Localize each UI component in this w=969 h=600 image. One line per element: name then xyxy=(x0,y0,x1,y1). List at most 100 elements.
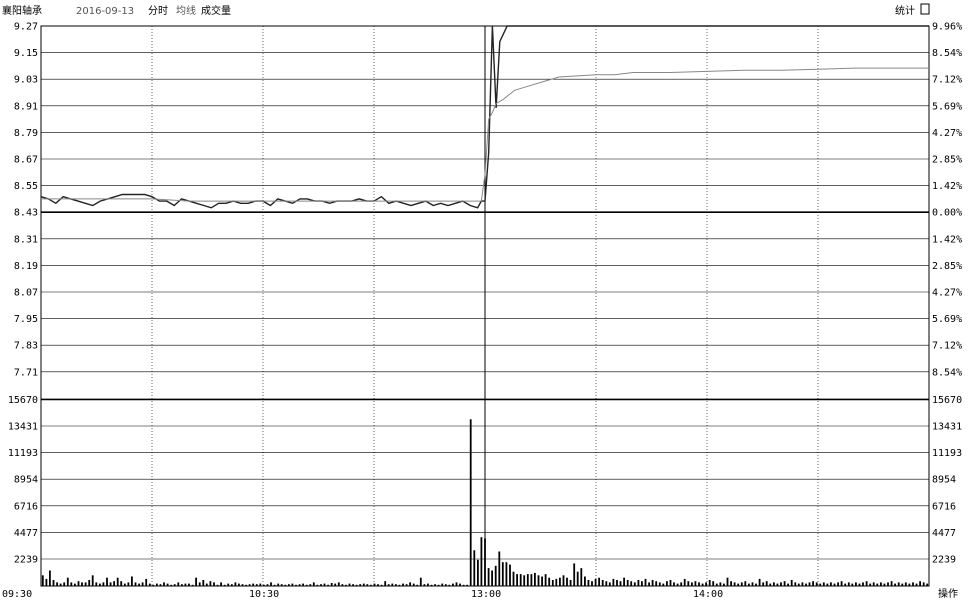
price-tick-label: 8.31 xyxy=(14,234,38,245)
action-button[interactable]: 操作 xyxy=(938,587,958,600)
price-tick-label: 8.43 xyxy=(14,208,38,219)
volume-bar xyxy=(594,578,597,586)
volume-tick-label-right: 8954 xyxy=(932,475,956,486)
volume-bar xyxy=(794,582,797,586)
header-avg-toggle[interactable]: 均线 xyxy=(176,4,196,17)
volume-bar xyxy=(501,562,504,586)
volume-bar xyxy=(865,581,868,586)
volume-bar xyxy=(758,578,761,586)
volume-bar xyxy=(387,584,390,586)
volume-bar xyxy=(666,581,668,586)
volume-bar xyxy=(452,583,454,586)
volume-bar xyxy=(822,582,825,586)
volume-bar xyxy=(616,580,618,586)
volume-bar xyxy=(534,572,536,586)
volume-bar xyxy=(519,574,522,586)
volume-bar xyxy=(904,582,907,586)
volume-bar xyxy=(883,583,886,586)
stats-button[interactable]: 统计 xyxy=(895,4,915,17)
volume-bar xyxy=(901,583,904,586)
volume-bar xyxy=(444,584,447,586)
price-tick-label: 8.07 xyxy=(14,288,38,299)
volume-bar xyxy=(726,577,729,586)
volume-tick-label: 11193 xyxy=(8,448,38,459)
volume-bar xyxy=(52,580,55,586)
volume-bar xyxy=(391,583,394,586)
volume-bar xyxy=(762,582,765,586)
percent-tick-label: 5.69% xyxy=(932,101,962,112)
volume-bar xyxy=(740,582,743,586)
percent-tick-label: 1.42% xyxy=(932,181,962,192)
volume-bar xyxy=(605,581,608,586)
volume-bar xyxy=(216,584,219,586)
volume-bar xyxy=(469,419,472,586)
volume-bar xyxy=(776,583,779,586)
volume-bar xyxy=(708,580,711,586)
volume-bar xyxy=(562,575,565,586)
volume-bar xyxy=(84,582,87,586)
volume-bar xyxy=(99,583,101,586)
volume-bar xyxy=(423,584,426,586)
volume-bar xyxy=(769,583,772,586)
volume-bar xyxy=(719,582,722,586)
volume-bar xyxy=(223,584,226,586)
percent-tick-label: 1.42% xyxy=(932,234,962,245)
volume-bar xyxy=(441,583,444,586)
time-tick-label: 14:00 xyxy=(693,589,723,600)
volume-bar xyxy=(680,582,683,586)
price-tick-label: 8.19 xyxy=(14,261,38,272)
volume-bar xyxy=(516,574,518,586)
volume-bar xyxy=(815,582,818,586)
volume-bar xyxy=(858,583,861,586)
volume-bar xyxy=(544,574,547,586)
volume-bar xyxy=(584,576,586,586)
volume-plot xyxy=(41,419,929,586)
volume-bar xyxy=(295,584,297,586)
volume-bar xyxy=(580,568,583,586)
volume-bar xyxy=(384,581,387,586)
volume-bar xyxy=(395,584,397,586)
volume-bar xyxy=(138,583,140,586)
stats-window-icon[interactable] xyxy=(920,3,930,15)
volume-bar xyxy=(152,584,155,586)
volume-bar xyxy=(273,584,276,586)
percent-tick-label: 5.69% xyxy=(932,314,962,325)
volume-bar xyxy=(88,580,91,586)
volume-bar xyxy=(715,583,718,586)
volume-bar xyxy=(409,582,411,586)
volume-bar xyxy=(245,584,247,586)
volume-bar xyxy=(637,580,640,586)
volume-bar xyxy=(366,584,369,586)
volume-bar xyxy=(601,580,604,586)
volume-bar xyxy=(523,575,526,586)
volume-bar xyxy=(148,583,151,586)
volume-bar xyxy=(676,583,679,586)
volume-bar xyxy=(833,583,836,586)
volume-bar xyxy=(912,582,914,586)
volume-bar xyxy=(908,583,911,586)
price-plot xyxy=(40,25,929,209)
volume-bar xyxy=(170,584,173,586)
volume-bar xyxy=(530,574,533,586)
volume-bar xyxy=(45,578,48,586)
volume-bar xyxy=(284,584,287,586)
volume-bar xyxy=(145,578,148,586)
volume-bar xyxy=(434,584,436,586)
volume-bar xyxy=(872,582,875,586)
volume-bar xyxy=(49,570,51,586)
volume-tick-label-right: 15670 xyxy=(932,395,962,406)
volume-bar xyxy=(541,576,543,586)
volume-bar xyxy=(694,581,697,586)
volume-bar xyxy=(334,583,337,586)
volume-bar xyxy=(887,582,889,586)
volume-bar xyxy=(184,583,187,586)
volume-bar xyxy=(473,550,476,586)
volume-bar xyxy=(512,571,515,586)
volume-bar xyxy=(455,582,458,586)
volume-bar xyxy=(644,578,647,586)
volume-bar xyxy=(587,580,590,586)
volume-bar xyxy=(277,583,280,586)
volume-bar xyxy=(669,580,672,586)
header-volume-toggle[interactable]: 成交量 xyxy=(201,4,231,17)
